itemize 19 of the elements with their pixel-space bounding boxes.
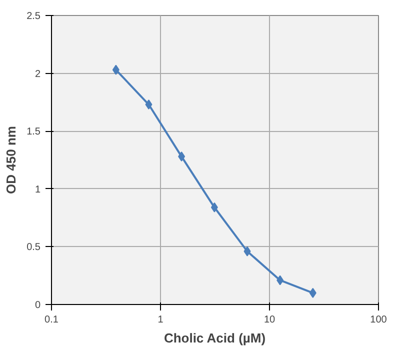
y-tick-label: 2.5 [26, 11, 41, 22]
x-axis-title: Cholic Acid (µM) [164, 330, 266, 346]
point [244, 246, 251, 256]
x-tick-label: 10 [264, 314, 276, 326]
x-tick-label: 100 [370, 314, 388, 326]
point [112, 64, 120, 75]
point [178, 152, 186, 162]
point [276, 275, 284, 286]
y-tick-label: 1 [34, 184, 41, 196]
y-tick-label: 1.5 [26, 126, 41, 138]
point [210, 202, 218, 212]
point [145, 100, 152, 110]
x-tick-label: 1 [158, 314, 164, 326]
y-tick-label: 0.5 [26, 242, 41, 254]
y-tick-label: 0 [34, 300, 41, 311]
y-axis-title: OD 450 nm [4, 126, 19, 194]
y-tick-label: 2 [34, 68, 41, 80]
point [309, 288, 316, 298]
x-tick-label: 0.1 [44, 314, 59, 326]
